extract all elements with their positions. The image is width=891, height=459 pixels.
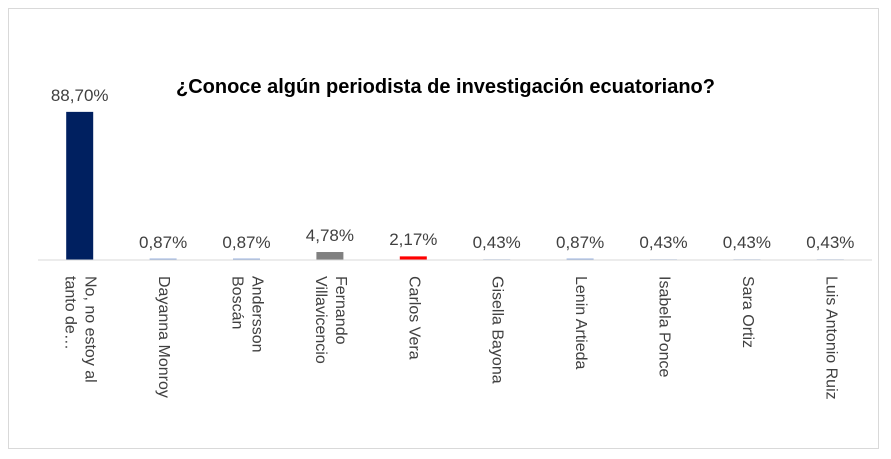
x-tick-label: Dayanna Monroy — [155, 276, 173, 398]
bar — [566, 258, 594, 260]
x-tick-label: Carlos Vera — [405, 276, 423, 360]
value-label: 0,87% — [222, 232, 271, 252]
value-label: 0,87% — [138, 232, 188, 252]
value-label: 4,78% — [305, 226, 354, 246]
value-label: 88,70% — [50, 85, 109, 105]
x-tick-label: Fernando Villavicencio — [311, 276, 349, 364]
x-tick-label: No, no estoy al tanto de… — [61, 276, 99, 383]
value-label: 0,43% — [806, 233, 855, 253]
x-tick-label: Gisella Bayona — [488, 276, 506, 384]
x-tick-label: Isabela Ponce — [655, 276, 673, 378]
x-tick-label: Sara Ortiz — [738, 276, 756, 349]
chart-frame — [8, 8, 879, 449]
chart-title: ¿Conoce algún periodista de investigació… — [176, 76, 715, 98]
x-tick-label: Andersson Boscán — [228, 276, 266, 353]
bar — [316, 252, 344, 260]
bar — [399, 256, 427, 260]
bar — [233, 258, 260, 260]
bar — [149, 258, 177, 260]
value-label: 2,17% — [389, 230, 438, 250]
value-label: 0,43% — [722, 233, 771, 253]
bar — [66, 111, 94, 260]
x-tick-label: Luis Antonio Ruiz — [822, 276, 840, 400]
x-tick-label: Lenin Artieda — [572, 276, 590, 370]
value-label: 0,43% — [639, 233, 688, 253]
value-label: 0,43% — [472, 233, 521, 253]
value-label: 0,87% — [555, 232, 605, 252]
